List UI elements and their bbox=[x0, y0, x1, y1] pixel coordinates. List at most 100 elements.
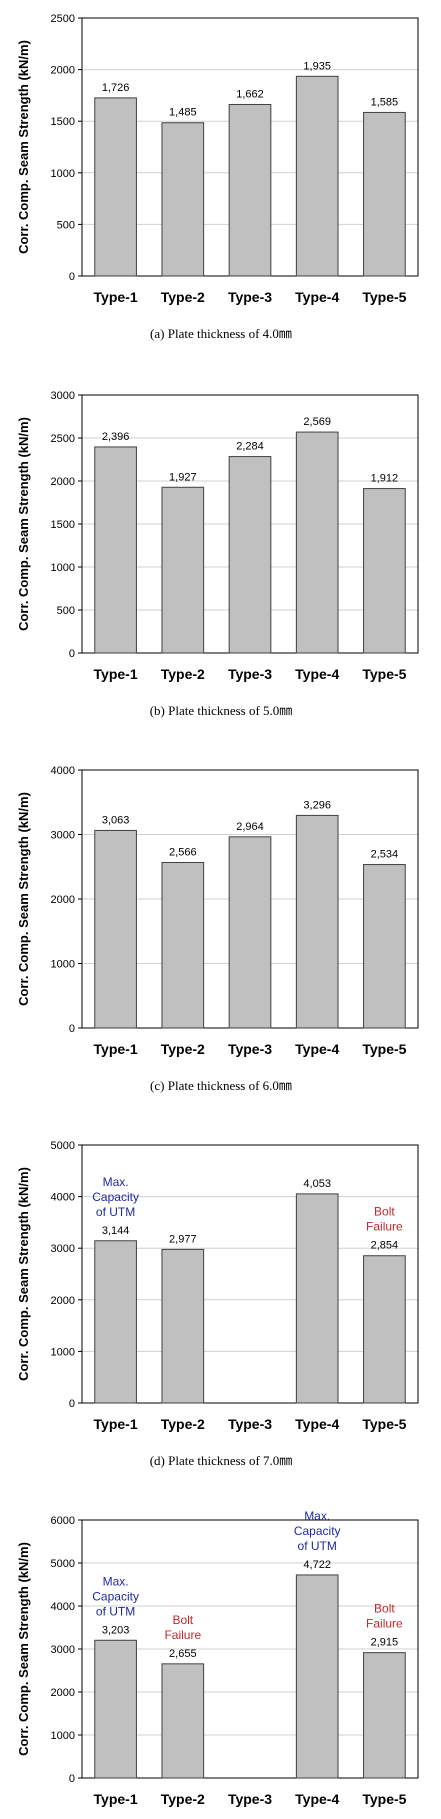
bar-type-3 bbox=[228, 456, 272, 654]
y-axis-label: Corr. Comp. Seam Strength (kN/m) bbox=[16, 40, 31, 254]
chart-panel-2: 0 500 1000 1500 2000 2500 3000 2,396 1,927 2,284 2… bbox=[16, 390, 419, 718]
annotation-text: Failure bbox=[366, 1617, 403, 1631]
bar-type-4 bbox=[295, 1574, 339, 1779]
data-label: 2,284 bbox=[236, 441, 264, 453]
data-label: 2,977 bbox=[169, 1233, 197, 1245]
bar-type-5 bbox=[363, 111, 406, 277]
annotation-text: Capacity bbox=[92, 1190, 139, 1204]
y-tick-label: 1000 bbox=[51, 1730, 75, 1742]
data-label: 1,935 bbox=[303, 60, 331, 72]
x-tick-label: Type-2 bbox=[161, 1041, 205, 1057]
data-label: 3,144 bbox=[102, 1225, 130, 1237]
y-tick-label: 1500 bbox=[51, 116, 75, 128]
y-tick-label: 2000 bbox=[51, 65, 75, 77]
bar-type-4 bbox=[295, 75, 339, 277]
plot-frame bbox=[81, 1144, 419, 1404]
x-tick-label: Type-4 bbox=[295, 1791, 339, 1807]
chart-panel-5: 0 1000 2000 3000 4000 5000 6000 3,203 2,655 4,722… bbox=[16, 1509, 419, 1807]
bar-type-2 bbox=[161, 1663, 205, 1779]
annotation-text: Failure bbox=[164, 1628, 201, 1642]
y-tick-label: 0 bbox=[69, 1773, 75, 1785]
x-tick-label: Type-2 bbox=[161, 1791, 205, 1807]
data-label: 1,585 bbox=[371, 96, 399, 108]
annotation-text: of UTM bbox=[96, 1604, 135, 1618]
bar-type-2 bbox=[161, 486, 205, 654]
annotation-text: Failure bbox=[366, 1220, 403, 1234]
y-tick-label: 1000 bbox=[51, 562, 75, 574]
chart-panel-4: 0 1000 2000 3000 4000 5000 3,144 2,977 4,053 2,85… bbox=[16, 1140, 419, 1468]
y-tick-label: 2000 bbox=[51, 476, 75, 488]
y-tick-label: 1000 bbox=[51, 1346, 75, 1358]
y-axis-label: Corr. Comp. Seam Strength (kN/m) bbox=[16, 792, 31, 1006]
data-label: 3,296 bbox=[303, 799, 331, 811]
bar-type-5 bbox=[363, 1255, 406, 1404]
bar-type-3 bbox=[228, 103, 272, 277]
data-label: 2,396 bbox=[102, 431, 130, 443]
y-tick-label: 2500 bbox=[51, 433, 75, 445]
y-axis-label: Corr. Comp. Seam Strength (kN/m) bbox=[16, 417, 31, 631]
y-tick-label: 3000 bbox=[51, 390, 75, 402]
x-tick-label: Type-1 bbox=[94, 1416, 138, 1432]
bar-type-3 bbox=[228, 836, 272, 1029]
y-tick-label: 0 bbox=[69, 1023, 75, 1035]
data-label: 1,485 bbox=[169, 107, 197, 119]
figure-caption: (a) Plate thickness of 4.0㎜ bbox=[150, 326, 292, 341]
annotation-text: of UTM bbox=[298, 1539, 337, 1553]
bar-type-1 bbox=[94, 97, 137, 277]
x-tick-label: Type-3 bbox=[228, 666, 272, 682]
y-tick-label: 2000 bbox=[51, 1687, 75, 1699]
y-tick-label: 500 bbox=[57, 219, 75, 231]
x-tick-label: Type-4 bbox=[295, 1416, 339, 1432]
bar-type-4 bbox=[295, 1193, 339, 1404]
bar-type-4 bbox=[295, 814, 339, 1029]
x-tick-label: Type-1 bbox=[94, 1791, 138, 1807]
data-label: 2,569 bbox=[303, 416, 331, 428]
y-tick-label: 2000 bbox=[51, 894, 75, 906]
y-tick-label: 0 bbox=[69, 1398, 75, 1410]
data-label: 2,534 bbox=[371, 849, 399, 861]
data-label: 2,655 bbox=[169, 1648, 197, 1660]
annotation-text: Max. bbox=[304, 1509, 330, 1523]
bar-type-1 bbox=[94, 829, 137, 1029]
y-tick-label: 3000 bbox=[51, 1644, 75, 1656]
x-tick-label: Type-1 bbox=[94, 666, 138, 682]
x-tick-label: Type-4 bbox=[295, 1041, 339, 1057]
chart-panel-1: 0 500 1000 1500 2000 2500 1,726 1,485 1,662 1,935… bbox=[16, 13, 419, 341]
x-tick-label: Type-2 bbox=[161, 1416, 205, 1432]
annotation-text: Capacity bbox=[92, 1589, 139, 1603]
x-tick-label: Type-5 bbox=[362, 666, 406, 682]
data-label: 2,964 bbox=[236, 821, 264, 833]
bar-type-1 bbox=[94, 446, 137, 654]
y-tick-label: 6000 bbox=[51, 1515, 75, 1527]
y-axis-label: Corr. Comp. Seam Strength (kN/m) bbox=[16, 1167, 31, 1381]
y-tick-label: 4000 bbox=[51, 765, 75, 777]
y-tick-label: 2000 bbox=[51, 1295, 75, 1307]
x-tick-label: Type-3 bbox=[228, 1791, 272, 1807]
y-tick-label: 1500 bbox=[51, 519, 75, 531]
data-label: 1,726 bbox=[102, 82, 130, 94]
data-label: 3,063 bbox=[102, 814, 130, 826]
annotation-text: Capacity bbox=[294, 1524, 341, 1538]
x-tick-label: Type-2 bbox=[161, 289, 205, 305]
x-tick-label: Type-5 bbox=[362, 1416, 406, 1432]
y-tick-label: 4000 bbox=[51, 1192, 75, 1204]
x-tick-label: Type-2 bbox=[161, 666, 205, 682]
x-tick-label: Type-5 bbox=[362, 1041, 406, 1057]
annotation-text: of UTM bbox=[96, 1205, 135, 1219]
plot-frame bbox=[81, 1519, 419, 1779]
bar-type-5 bbox=[363, 488, 406, 654]
y-tick-label: 3000 bbox=[51, 1243, 75, 1255]
bar-type-2 bbox=[161, 122, 205, 277]
x-tick-label: Type-5 bbox=[362, 1791, 406, 1807]
y-tick-label: 5000 bbox=[51, 1140, 75, 1152]
y-tick-label: 3000 bbox=[51, 830, 75, 842]
x-tick-label: Type-3 bbox=[228, 289, 272, 305]
bar-type-1 bbox=[94, 1240, 137, 1404]
y-tick-label: 0 bbox=[69, 271, 75, 283]
bar-type-5 bbox=[363, 864, 406, 1029]
y-tick-label: 1000 bbox=[51, 959, 75, 971]
annotation-text: Max. bbox=[103, 1175, 129, 1189]
data-label: 1,662 bbox=[236, 88, 264, 100]
